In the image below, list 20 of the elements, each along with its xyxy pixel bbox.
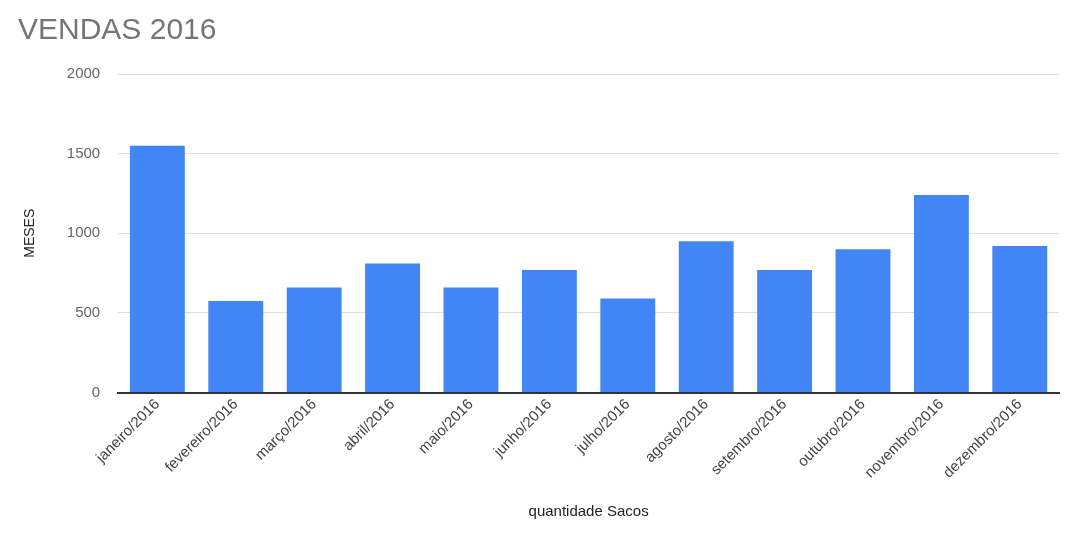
- bar: [443, 287, 499, 393]
- bar: [286, 287, 342, 393]
- y-tick-label: 2000: [66, 64, 101, 82]
- bar: [913, 195, 969, 393]
- bar: [678, 241, 734, 393]
- chart-title: VENDAS 2016: [18, 12, 217, 46]
- bar: [992, 246, 1048, 393]
- y-tick-label: 500: [75, 303, 101, 321]
- bar: [365, 263, 421, 393]
- y-tick-label: 1500: [66, 143, 101, 161]
- x-axis-title: quantidade Sacos: [528, 502, 649, 520]
- bar: [835, 249, 891, 393]
- bar: [757, 269, 813, 393]
- y-tick-label: 1000: [66, 223, 101, 241]
- bar: [208, 300, 264, 393]
- bar: [600, 298, 656, 393]
- y-axis-title: MESES: [21, 208, 38, 258]
- y-tick-label: 0: [91, 382, 101, 400]
- bar: [521, 269, 577, 393]
- bar: [129, 145, 185, 393]
